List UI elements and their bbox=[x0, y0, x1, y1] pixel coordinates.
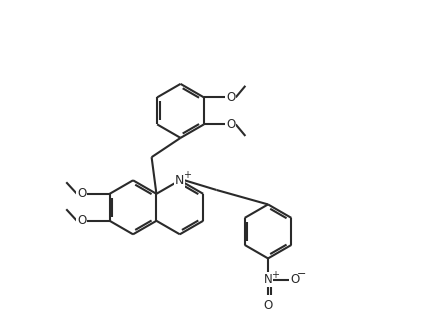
Text: O: O bbox=[77, 214, 86, 227]
Text: O: O bbox=[77, 187, 86, 200]
Text: −: − bbox=[297, 269, 307, 279]
Text: O: O bbox=[264, 299, 273, 311]
Text: O: O bbox=[226, 91, 236, 104]
Text: N: N bbox=[264, 273, 272, 286]
Text: O: O bbox=[226, 118, 236, 131]
Text: +: + bbox=[183, 170, 190, 180]
Text: +: + bbox=[271, 270, 279, 280]
Text: N: N bbox=[175, 174, 184, 187]
Text: O: O bbox=[290, 273, 300, 286]
